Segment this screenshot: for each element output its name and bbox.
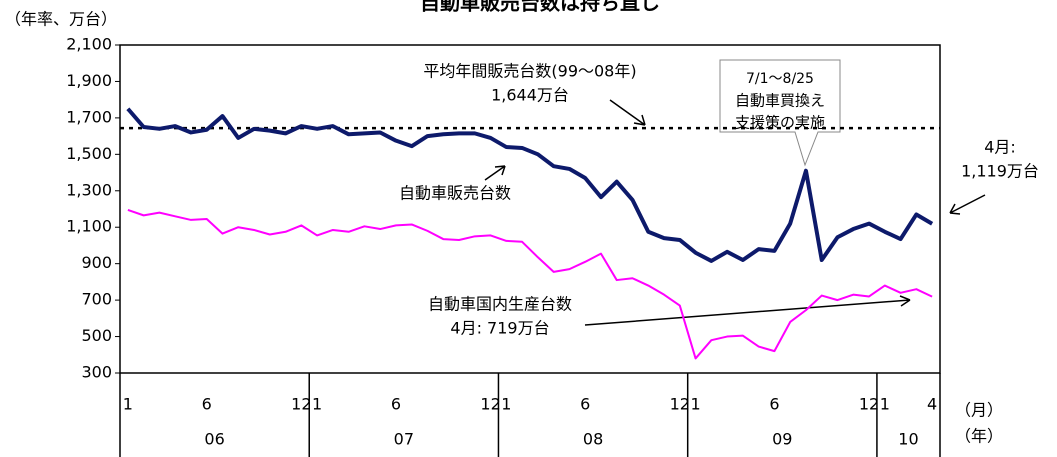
- annotation: 7/1～8/25: [746, 71, 814, 87]
- x-tick-label: 12: [291, 395, 311, 414]
- x-tick-label: 6: [391, 395, 401, 414]
- arrow: [484, 165, 506, 181]
- series-line: [126, 107, 934, 263]
- y-tick-label: 2,100: [66, 35, 112, 54]
- y-tick-label: 1,900: [66, 71, 112, 90]
- year-axis-label: （年）: [955, 427, 1003, 446]
- series-label: 自動車国内生産台数: [428, 295, 572, 314]
- annotation: 自動車買換え: [735, 92, 825, 110]
- series-label: 自動車販売台数: [399, 184, 511, 203]
- x-tick-label: 1: [690, 395, 700, 414]
- y-axis-label: （年率、万台）: [5, 10, 117, 29]
- arrow: [949, 194, 986, 215]
- x-tick-label: 12: [480, 395, 500, 414]
- x-tick-label: 1: [501, 395, 511, 414]
- y-tick-label: 1,700: [66, 107, 112, 126]
- x-tick-label: 6: [580, 395, 590, 414]
- chart-title: 自動車販売台数は持ち直し: [420, 0, 660, 15]
- y-tick-label: 900: [81, 253, 112, 272]
- annotation: 4月: 719万台: [450, 319, 549, 338]
- x-tick-label: 12: [670, 395, 690, 414]
- x-tick-label: 6: [202, 395, 212, 414]
- annotation: 1,119万台: [961, 162, 1039, 181]
- y-tick-label: 1,100: [66, 217, 112, 236]
- callout-box: [719, 59, 841, 167]
- plot-frame: [119, 44, 941, 374]
- year-label: 08: [583, 430, 603, 449]
- y-tick-label: 700: [81, 290, 112, 309]
- year-label: 07: [394, 430, 414, 449]
- series-line: [127, 208, 933, 360]
- year-label: 09: [772, 430, 792, 449]
- x-tick-label: 4: [927, 395, 937, 414]
- annotation: 支援策の実施: [735, 114, 825, 132]
- x-tick-label: 6: [769, 395, 779, 414]
- annotation: 4月:: [984, 138, 1016, 157]
- arrow: [609, 99, 646, 126]
- x-tick-label: 12: [859, 395, 879, 414]
- year-label: 10: [898, 430, 918, 449]
- arrow: [584, 295, 911, 326]
- year-label: 06: [204, 430, 224, 449]
- y-tick-label: 1,300: [66, 180, 112, 199]
- annotation: 1,644万台: [491, 86, 569, 105]
- y-tick-label: 300: [81, 363, 112, 382]
- x-tick-label: 1: [880, 395, 890, 414]
- x-tick-label: 1: [123, 395, 133, 414]
- annotation: 平均年間販売台数(99～08年): [423, 62, 636, 81]
- x-axis-label: （月）: [955, 401, 1003, 420]
- y-tick-label: 500: [81, 326, 112, 345]
- x-tick-label: 1: [312, 395, 322, 414]
- y-tick-label: 1,500: [66, 144, 112, 163]
